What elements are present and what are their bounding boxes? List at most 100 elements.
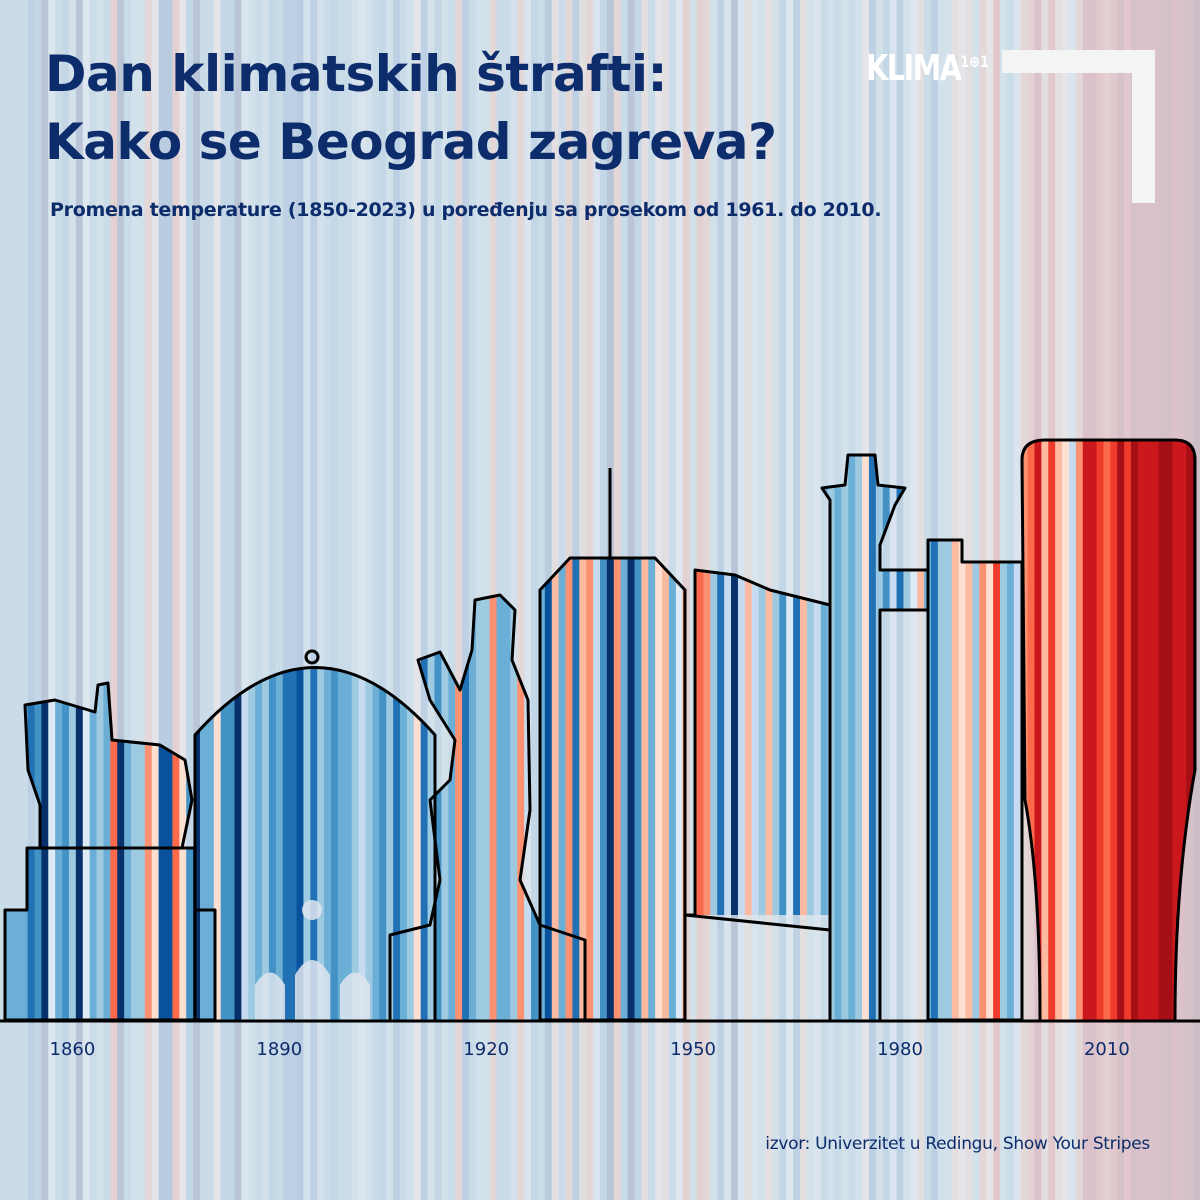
stripe-1904 bbox=[372, 440, 380, 1020]
stripe-1946 bbox=[662, 440, 670, 1020]
background-stripe-1854 bbox=[27, 0, 36, 1200]
stripe-1883 bbox=[227, 440, 236, 1020]
stripe-1990 bbox=[965, 440, 974, 1020]
stripe-1897 bbox=[324, 440, 332, 1020]
background-stripe-1890 bbox=[275, 0, 284, 1200]
stripe-1908 bbox=[400, 440, 408, 1020]
background-stripe-1889 bbox=[268, 0, 277, 1200]
stripe-1964 bbox=[786, 440, 794, 1020]
subtitle: Promena temperature (1850-2023) u poređe… bbox=[50, 199, 882, 221]
stripe-1910 bbox=[413, 440, 422, 1020]
source-note: izvor: Univerzitet u Redingu, Show Your … bbox=[765, 1134, 1150, 1154]
background-stripe-1867 bbox=[117, 0, 125, 1200]
stripe-1958 bbox=[744, 440, 753, 1020]
stripe-1887 bbox=[255, 440, 263, 1020]
stripe-1939 bbox=[613, 440, 622, 1020]
background-stripe-1898 bbox=[331, 0, 339, 1200]
stripe-1882 bbox=[220, 440, 229, 1020]
background-stripe-1886 bbox=[248, 0, 256, 1200]
stripe-1963 bbox=[779, 440, 787, 1020]
background-stripe-1879 bbox=[200, 0, 208, 1200]
background-stripe-1885 bbox=[241, 0, 249, 1200]
background-stripe-1907 bbox=[393, 0, 401, 1200]
stripe-1988 bbox=[951, 440, 960, 1020]
background-stripe-1968 bbox=[813, 0, 822, 1200]
x-tick-label: 1860 bbox=[50, 1039, 96, 1060]
background-stripe-1917 bbox=[462, 0, 470, 1200]
stripe-1861 bbox=[75, 440, 84, 1020]
background-stripe-1924 bbox=[510, 0, 518, 1200]
stripe-1973 bbox=[848, 440, 856, 1020]
background-stripe-1950 bbox=[689, 0, 698, 1200]
stripe-1918 bbox=[468, 440, 477, 1020]
stripe-1898 bbox=[331, 440, 339, 1020]
stripe-1947 bbox=[668, 440, 677, 1020]
background-stripe-1927 bbox=[531, 0, 539, 1200]
stripe-1922 bbox=[496, 440, 505, 1020]
background-stripe-1868 bbox=[124, 0, 132, 1200]
stripe-1879 bbox=[200, 440, 208, 1020]
stripe-1896 bbox=[317, 440, 325, 1020]
background-stripe-1866 bbox=[110, 0, 118, 1200]
stripe-1859 bbox=[62, 440, 70, 1020]
stripe-1991 bbox=[972, 440, 980, 1020]
stripe-2003 bbox=[1055, 440, 1063, 1020]
stripe-1900 bbox=[344, 440, 353, 1020]
stripe-1891 bbox=[282, 440, 291, 1020]
stripe-1999 bbox=[1027, 440, 1036, 1020]
background-stripe-1851 bbox=[6, 0, 15, 1200]
background-stripe-1904 bbox=[372, 0, 380, 1200]
background-stripe-1871 bbox=[144, 0, 153, 1200]
background-stripe-1855 bbox=[34, 0, 42, 1200]
background-stripe-1892 bbox=[289, 0, 298, 1200]
stripe-2008 bbox=[1089, 440, 1098, 1020]
stripe-2000 bbox=[1034, 440, 1042, 1020]
background-stripe-1860 bbox=[68, 0, 77, 1200]
background-stripe-1859 bbox=[62, 0, 70, 1200]
background-stripe-1878 bbox=[193, 0, 201, 1200]
background-stripe-1900 bbox=[344, 0, 353, 1200]
stripe-1940 bbox=[620, 440, 629, 1020]
stripe-1968 bbox=[813, 440, 822, 1020]
stripe-1855 bbox=[34, 440, 42, 1020]
background-stripe-1875 bbox=[172, 0, 180, 1200]
stripe-1954 bbox=[717, 440, 725, 1020]
background-stripe-1911 bbox=[420, 0, 429, 1200]
stripe-1903 bbox=[365, 440, 374, 1020]
stripe-2016 bbox=[1144, 440, 1153, 1020]
stripe-1895 bbox=[310, 440, 318, 1020]
stripe-2010 bbox=[1103, 440, 1111, 1020]
stripe-2020 bbox=[1172, 440, 1180, 1020]
stripe-2005 bbox=[1068, 440, 1077, 1020]
title-line-2: Kako se Beograd zagreva? bbox=[45, 113, 777, 171]
stripe-1965 bbox=[793, 440, 801, 1020]
stripe-2001 bbox=[1041, 440, 1049, 1020]
skyline-windows bbox=[255, 900, 370, 1020]
background-stripe-1895 bbox=[310, 0, 318, 1200]
stripe-1937 bbox=[600, 440, 608, 1020]
background-stripe-1908 bbox=[400, 0, 408, 1200]
stripe-1902 bbox=[358, 440, 367, 1020]
stripe-1986 bbox=[937, 440, 946, 1020]
corner-bracket-vertical bbox=[1132, 50, 1155, 203]
x-tick-label: 2010 bbox=[1084, 1039, 1130, 1060]
stripe-1997 bbox=[1013, 440, 1022, 1020]
stripe-1856 bbox=[41, 440, 49, 1020]
background-stripe-1903 bbox=[365, 0, 374, 1200]
stripe-1935 bbox=[586, 440, 594, 1020]
stripe-1893 bbox=[296, 440, 305, 1020]
background-stripe-1852 bbox=[13, 0, 22, 1200]
stripe-1969 bbox=[820, 440, 829, 1020]
background-stripe-1881 bbox=[213, 0, 222, 1200]
background-stripe-1969 bbox=[820, 0, 829, 1200]
background-stripe-1896 bbox=[317, 0, 325, 1200]
x-axis-ticks: 1860 1890 1920 1950 1980 2010 bbox=[50, 1039, 1130, 1060]
background-stripe-1894 bbox=[303, 0, 311, 1200]
stripe-2021 bbox=[1179, 440, 1187, 1020]
stripe-1936 bbox=[593, 440, 601, 1020]
stripe-1885 bbox=[241, 440, 249, 1020]
background-stripe-1926 bbox=[524, 0, 532, 1200]
stripe-1860 bbox=[68, 440, 77, 1020]
stripe-1890 bbox=[275, 440, 284, 1020]
corner-bracket-horizontal bbox=[1002, 50, 1155, 73]
